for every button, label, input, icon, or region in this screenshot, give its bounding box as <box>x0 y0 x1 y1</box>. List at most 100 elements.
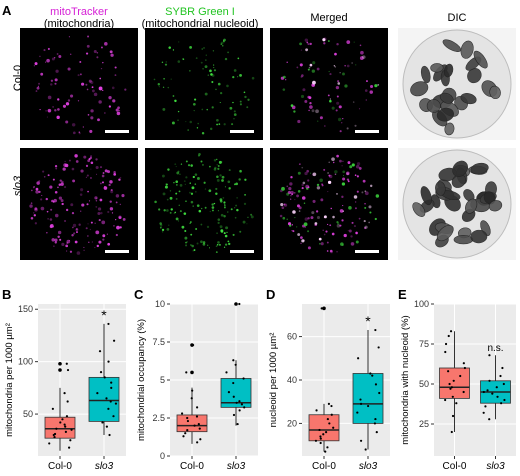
data-point <box>64 425 67 428</box>
box-slo3 <box>480 354 511 421</box>
data-point <box>488 379 491 382</box>
data-point <box>65 415 69 418</box>
data-point <box>319 435 322 438</box>
outlier <box>58 361 62 366</box>
data-point <box>326 417 329 421</box>
data-point <box>315 409 318 412</box>
micrograph-slo3-mitotracker <box>20 148 138 260</box>
y-tick-label: 50 <box>23 409 33 419</box>
data-point <box>447 370 450 373</box>
data-point <box>199 438 202 441</box>
box <box>308 414 340 442</box>
data-point <box>66 368 70 372</box>
micrograph-col0-dic <box>398 28 516 140</box>
y-tick-label: 75 <box>419 339 429 349</box>
scale-bar <box>230 130 254 133</box>
data-point <box>107 407 110 410</box>
data-point <box>195 415 199 418</box>
micrograph-slo3-sybr <box>145 148 263 260</box>
data-point <box>371 374 374 377</box>
data-point <box>105 425 108 428</box>
data-point <box>364 448 367 451</box>
y-tick-label: 10 <box>155 299 165 309</box>
data-point <box>463 366 467 370</box>
micrograph-slo3-dic <box>398 148 516 260</box>
data-point <box>59 421 62 424</box>
data-point <box>359 398 362 401</box>
data-point <box>328 422 331 425</box>
data-point <box>450 430 453 434</box>
data-point <box>327 402 331 405</box>
y-tick-label: 7.5 <box>152 337 165 347</box>
y-axis-label: mitochondria with nucleoid (%) <box>400 315 411 444</box>
data-point <box>373 422 377 425</box>
y-tick-label: 100 <box>414 299 429 309</box>
data-point <box>357 357 360 360</box>
box <box>88 376 120 422</box>
data-point <box>184 432 187 435</box>
data-point <box>236 422 239 426</box>
data-point <box>238 302 241 306</box>
data-point <box>232 359 235 362</box>
data-point <box>319 441 322 445</box>
outlier <box>58 368 62 372</box>
data-point <box>108 433 111 437</box>
data-point <box>242 377 245 380</box>
y-tick-label: 100 <box>18 357 33 367</box>
data-point <box>112 415 115 418</box>
data-point <box>185 371 188 374</box>
column-header-dic: DIC <box>447 12 467 24</box>
y-tick-label: 20 <box>287 418 297 428</box>
box-col-0 <box>308 306 340 453</box>
data-point <box>359 402 363 405</box>
data-point <box>496 395 499 398</box>
outlier <box>190 370 194 375</box>
data-point <box>53 436 56 439</box>
data-point <box>240 403 244 406</box>
box-slo3 <box>352 328 384 451</box>
box <box>352 373 384 424</box>
boxplot-mitochondrial-occupancy: 0 2.5 5 7.5 10 mitochondrial occupancy (%) Col… <box>136 296 258 472</box>
data-point <box>196 441 199 444</box>
data-point <box>234 363 237 366</box>
data-point <box>107 360 110 363</box>
panel-label-d: D <box>266 287 276 302</box>
scale-bar <box>105 250 129 253</box>
data-point <box>447 334 450 338</box>
data-point <box>186 419 190 423</box>
x-tick-label: slo3 <box>359 461 378 472</box>
data-point <box>235 401 238 404</box>
panel-label-b: B <box>2 287 12 302</box>
data-point <box>196 406 199 409</box>
data-point <box>378 391 381 395</box>
data-point <box>55 427 58 430</box>
data-point <box>444 398 447 402</box>
data-point <box>486 389 489 392</box>
data-point <box>332 426 335 429</box>
data-point <box>374 383 378 386</box>
data-point <box>374 328 377 332</box>
data-point <box>503 398 506 402</box>
data-point <box>462 390 465 394</box>
data-point <box>114 402 118 405</box>
y-tick-label: 0 <box>160 451 165 461</box>
significance-annotation: n.s. <box>487 343 503 354</box>
data-point <box>109 400 112 403</box>
y-tick-label: 5 <box>160 375 165 385</box>
column-header-mitotracker: mitoTracker (mitochondria) <box>20 6 138 30</box>
data-point <box>232 413 236 417</box>
data-point <box>198 427 201 430</box>
data-point <box>377 346 380 349</box>
data-point <box>320 307 323 310</box>
data-point <box>68 446 71 449</box>
data-point <box>501 366 504 370</box>
y-tick-label: 60 <box>287 332 297 342</box>
data-point <box>101 421 104 424</box>
x-tick-label: slo3 <box>227 461 246 472</box>
data-point <box>190 397 193 400</box>
data-point <box>193 424 196 427</box>
data-point <box>98 350 102 353</box>
data-point <box>359 439 363 442</box>
